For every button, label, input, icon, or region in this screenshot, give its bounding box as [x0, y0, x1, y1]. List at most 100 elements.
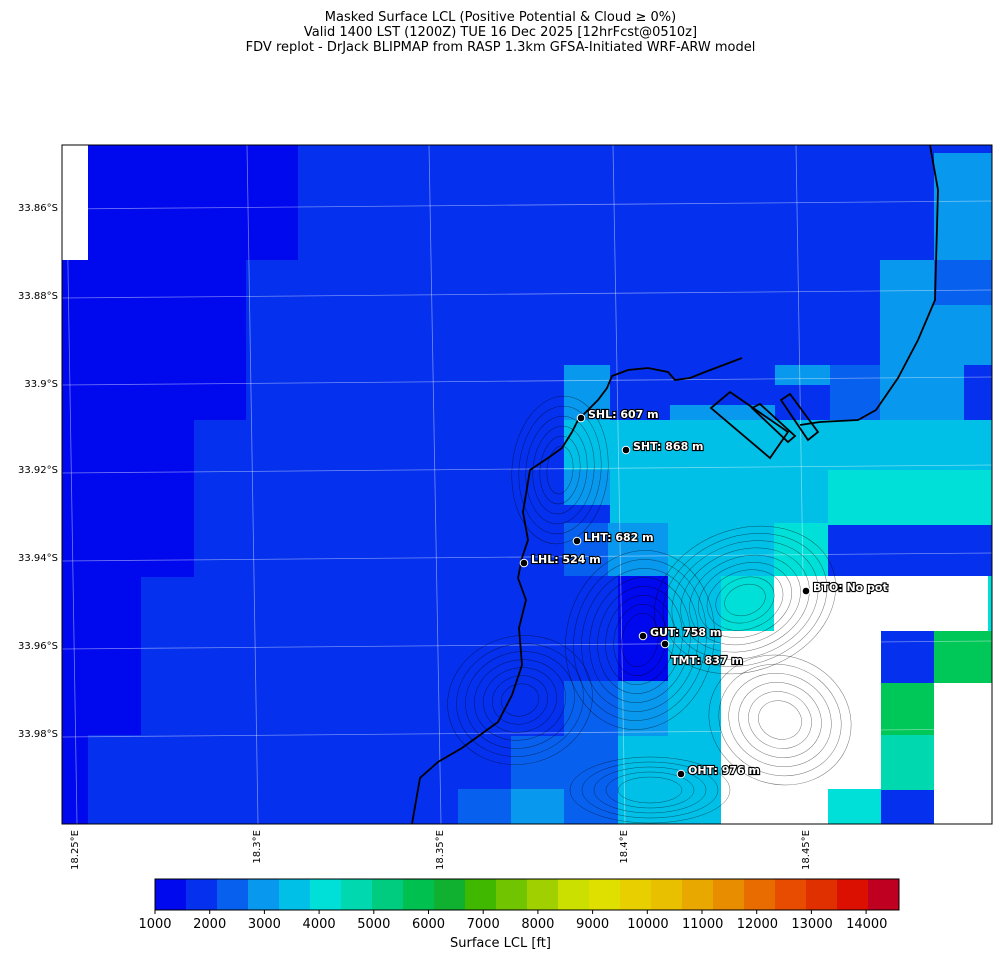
contour-line	[546, 445, 574, 495]
colorbar-tick-label: 13000	[791, 917, 833, 932]
lat-label: 33.92°S	[18, 465, 58, 476]
colorbar-swatch	[217, 879, 249, 910]
contour-line	[605, 771, 695, 809]
contour-line	[491, 675, 549, 725]
harbour-breakwater	[709, 390, 790, 460]
lcl-cell	[618, 681, 668, 736]
contour-line	[715, 576, 775, 624]
colorbar-swatch	[248, 879, 280, 910]
contour-line	[581, 761, 719, 819]
lcl-cell	[880, 305, 992, 365]
lon-gridline	[246, 144, 259, 825]
lcl-cell	[511, 789, 564, 824]
contour-line	[621, 612, 659, 668]
lcl-cell	[618, 736, 721, 824]
title-line-3: FDV replot - DrJack BLIPMAP from RASP 1.…	[245, 40, 756, 55]
station-label: GUT: 758 m	[650, 626, 721, 639]
colorbar-swatch	[868, 879, 900, 910]
colorbar-swatch	[372, 879, 404, 910]
contour-line	[728, 673, 832, 767]
station-label: LHL: 524 m	[531, 553, 601, 566]
lat-label: 33.98°S	[18, 729, 58, 740]
lon-label: 18.3°E	[252, 830, 263, 864]
coastline	[411, 144, 939, 825]
lcl-cell	[608, 523, 668, 576]
colorbar-tick-label: 10000	[627, 917, 669, 932]
coastline-east	[799, 144, 939, 426]
contour-line	[597, 586, 683, 694]
lcl-cell	[934, 260, 992, 312]
lcl-cell	[774, 523, 828, 576]
lat-gridline	[61, 552, 993, 562]
contour-line	[483, 667, 557, 733]
harbour-pier-1	[750, 402, 797, 444]
colorbar-tick-label: 12000	[736, 917, 779, 932]
contour-line	[671, 540, 819, 660]
lcl-cell	[668, 523, 774, 576]
colorbar-swatch	[806, 879, 838, 910]
contour-line	[748, 691, 812, 749]
lon-gridline	[612, 144, 626, 825]
colorbar-tick-label: 7000	[466, 917, 500, 932]
lcl-cell	[881, 735, 934, 790]
lcl-cell	[62, 260, 246, 420]
contour-line	[654, 525, 836, 675]
contour-line	[525, 415, 595, 525]
colorbar-swatch	[527, 879, 559, 910]
contour-line	[689, 554, 801, 646]
colorbar-swatch	[279, 879, 311, 910]
lat-label: 33.96°S	[18, 641, 58, 652]
colorbar-tick-label: 2000	[193, 917, 227, 932]
lcl-cell	[568, 576, 618, 681]
station-marker	[621, 445, 631, 455]
lcl-cell	[830, 365, 880, 420]
contour-line	[738, 682, 822, 758]
contour-line	[617, 776, 683, 804]
lon-gridline	[65, 144, 78, 825]
contour-line	[605, 595, 675, 685]
title-line-2: Valid 1400 LST (1200Z) TUE 16 Dec 2025 […	[303, 25, 698, 40]
contour-line	[708, 654, 852, 786]
colorbar-swatch	[775, 879, 807, 910]
lat-gridline	[61, 728, 993, 738]
colorbar-swatch	[186, 879, 218, 910]
lat-label: 33.9°S	[24, 379, 58, 390]
colorbar-swatch	[620, 879, 652, 910]
lcl-cell	[828, 789, 881, 824]
colorbar-swatch	[155, 879, 187, 910]
lcl-cell	[881, 683, 934, 735]
colorbar-swatch	[713, 879, 745, 910]
lcl-cell	[618, 576, 668, 681]
contour-line	[724, 583, 766, 617]
lat-label: 33.94°S	[18, 553, 58, 564]
lcl-cell	[62, 735, 88, 824]
colorbar-swatch	[465, 879, 497, 910]
lat-gridline	[61, 640, 993, 650]
lcl-cell	[564, 736, 621, 824]
station-marker	[676, 769, 686, 779]
colorbar-swatch	[589, 879, 621, 910]
station-label: TMT: 837 m	[671, 654, 743, 667]
contour-line	[697, 562, 793, 638]
title-line-1: Masked Surface LCL (Positive Potential &…	[324, 10, 677, 25]
lcl-cell	[775, 385, 830, 420]
lon-label: 18.4°E	[619, 830, 630, 864]
colorbar-swatch	[651, 879, 683, 910]
colorbar-tick-label: 1000	[138, 917, 172, 932]
contour-line	[589, 577, 691, 703]
colorbar-swatch	[558, 879, 590, 910]
colorbar-tick-label: 8000	[521, 917, 555, 932]
contour-line	[718, 663, 842, 777]
lcl-cell	[511, 736, 564, 789]
colorbar-swatch	[744, 879, 776, 910]
lcl-cell	[934, 153, 992, 260]
contour-line	[569, 756, 731, 824]
lat-gridline	[61, 200, 993, 210]
colorbar-tick-label: 3000	[247, 917, 281, 932]
lcl-cell	[62, 577, 141, 735]
lcl-cell	[458, 789, 511, 824]
colorbar-border	[154, 878, 900, 911]
colorbar-swatch	[341, 879, 373, 910]
lat-gridline	[61, 289, 993, 299]
